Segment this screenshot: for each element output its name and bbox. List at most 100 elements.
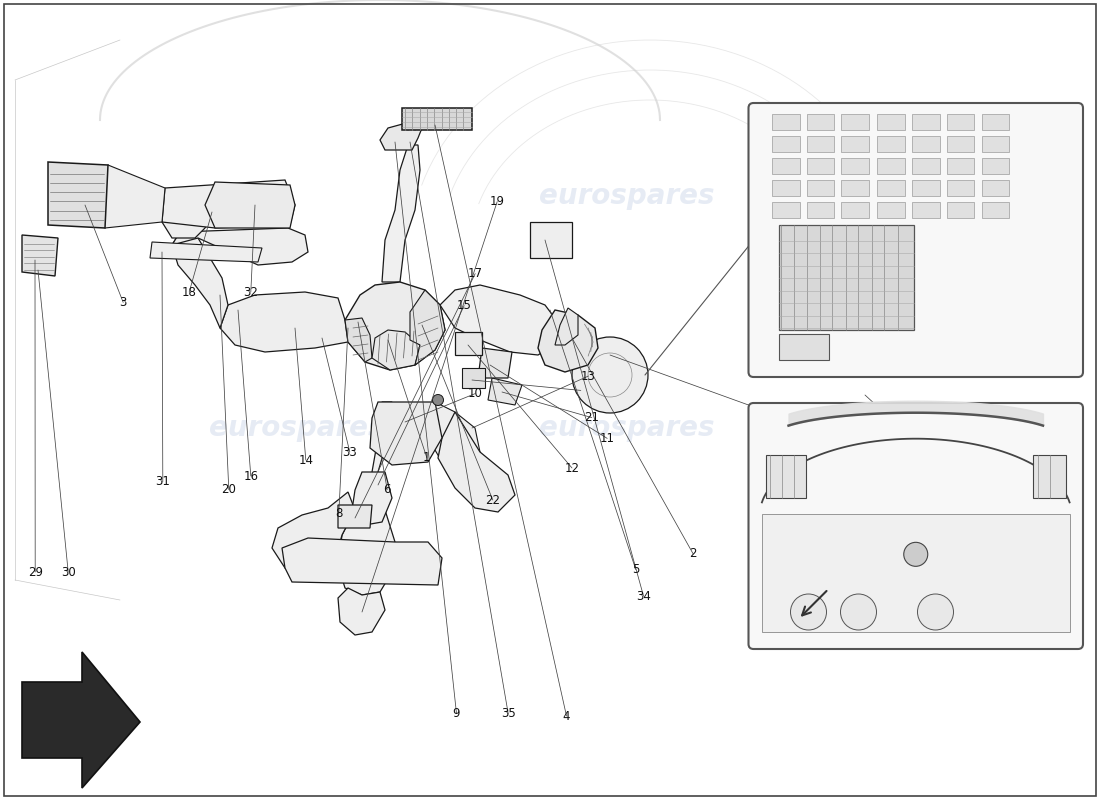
- Polygon shape: [981, 114, 1010, 130]
- Text: 4: 4: [563, 710, 570, 722]
- Polygon shape: [22, 652, 140, 788]
- Polygon shape: [410, 290, 446, 365]
- Polygon shape: [771, 114, 800, 130]
- Polygon shape: [162, 188, 214, 238]
- Polygon shape: [172, 228, 308, 265]
- Polygon shape: [438, 412, 515, 512]
- Polygon shape: [22, 235, 58, 276]
- Polygon shape: [877, 202, 904, 218]
- Polygon shape: [85, 165, 165, 228]
- Text: 8: 8: [336, 507, 342, 520]
- Polygon shape: [530, 222, 572, 258]
- Polygon shape: [462, 368, 485, 388]
- Polygon shape: [806, 180, 835, 196]
- Circle shape: [572, 337, 648, 413]
- Text: 6: 6: [384, 483, 390, 496]
- Polygon shape: [282, 538, 442, 585]
- Polygon shape: [779, 334, 828, 360]
- Text: eurospares: eurospares: [209, 414, 385, 442]
- FancyBboxPatch shape: [748, 103, 1084, 377]
- Text: 31: 31: [155, 475, 170, 488]
- Text: 9: 9: [453, 707, 460, 720]
- Polygon shape: [877, 158, 904, 174]
- Polygon shape: [842, 158, 869, 174]
- Text: 26: 26: [1015, 299, 1031, 312]
- Text: 27: 27: [988, 310, 1003, 322]
- Polygon shape: [912, 136, 939, 152]
- Circle shape: [432, 394, 443, 406]
- Text: 22: 22: [485, 494, 501, 506]
- Text: 34: 34: [636, 590, 651, 602]
- Text: 13: 13: [581, 370, 596, 382]
- Text: 16: 16: [243, 470, 258, 482]
- Polygon shape: [842, 202, 869, 218]
- Polygon shape: [440, 285, 560, 355]
- Polygon shape: [946, 136, 975, 152]
- Polygon shape: [338, 588, 385, 635]
- Text: 33: 33: [342, 446, 358, 458]
- Text: 32: 32: [243, 286, 258, 298]
- Polygon shape: [766, 455, 805, 498]
- Text: eurospares: eurospares: [539, 414, 715, 442]
- Polygon shape: [48, 162, 108, 228]
- Text: 35: 35: [500, 707, 516, 720]
- Polygon shape: [162, 180, 295, 228]
- Polygon shape: [372, 330, 420, 370]
- Polygon shape: [345, 282, 446, 370]
- Polygon shape: [946, 114, 975, 130]
- Polygon shape: [981, 202, 1010, 218]
- Polygon shape: [912, 158, 939, 174]
- Text: 5: 5: [632, 563, 639, 576]
- Polygon shape: [946, 202, 975, 218]
- Polygon shape: [946, 180, 975, 196]
- Polygon shape: [877, 114, 904, 130]
- Polygon shape: [205, 182, 295, 228]
- Polygon shape: [981, 158, 1010, 174]
- Circle shape: [917, 594, 954, 630]
- Polygon shape: [455, 332, 482, 355]
- Text: eurospares: eurospares: [539, 182, 715, 210]
- Polygon shape: [842, 180, 869, 196]
- Polygon shape: [220, 292, 362, 352]
- Polygon shape: [1033, 455, 1066, 498]
- Text: 21: 21: [584, 411, 600, 424]
- Text: 18: 18: [182, 286, 197, 298]
- Text: 1: 1: [424, 451, 430, 464]
- Polygon shape: [842, 114, 869, 130]
- Circle shape: [904, 542, 927, 566]
- Polygon shape: [806, 202, 835, 218]
- Text: 30: 30: [60, 566, 76, 578]
- Polygon shape: [946, 158, 975, 174]
- Text: 10: 10: [468, 387, 483, 400]
- Polygon shape: [806, 158, 835, 174]
- Text: 14: 14: [298, 454, 314, 466]
- Polygon shape: [806, 114, 835, 130]
- Text: 20: 20: [221, 483, 236, 496]
- Polygon shape: [345, 318, 372, 362]
- Polygon shape: [352, 472, 392, 525]
- Text: 15: 15: [456, 299, 472, 312]
- Polygon shape: [771, 180, 800, 196]
- Polygon shape: [877, 136, 904, 152]
- Text: 7: 7: [754, 402, 760, 414]
- Text: 19: 19: [490, 195, 505, 208]
- Polygon shape: [382, 145, 420, 282]
- Polygon shape: [478, 348, 512, 378]
- Polygon shape: [912, 180, 939, 196]
- Text: 17: 17: [468, 267, 483, 280]
- Polygon shape: [912, 114, 939, 130]
- Polygon shape: [842, 136, 869, 152]
- Polygon shape: [338, 505, 372, 528]
- Polygon shape: [272, 492, 355, 572]
- Polygon shape: [806, 136, 835, 152]
- Polygon shape: [370, 402, 442, 465]
- Text: 29: 29: [28, 566, 43, 578]
- Polygon shape: [771, 202, 800, 218]
- Polygon shape: [379, 122, 422, 150]
- Text: 12: 12: [564, 462, 580, 474]
- Text: 2: 2: [690, 547, 696, 560]
- Polygon shape: [150, 242, 262, 262]
- Polygon shape: [912, 202, 939, 218]
- Polygon shape: [981, 180, 1010, 196]
- Polygon shape: [877, 180, 904, 196]
